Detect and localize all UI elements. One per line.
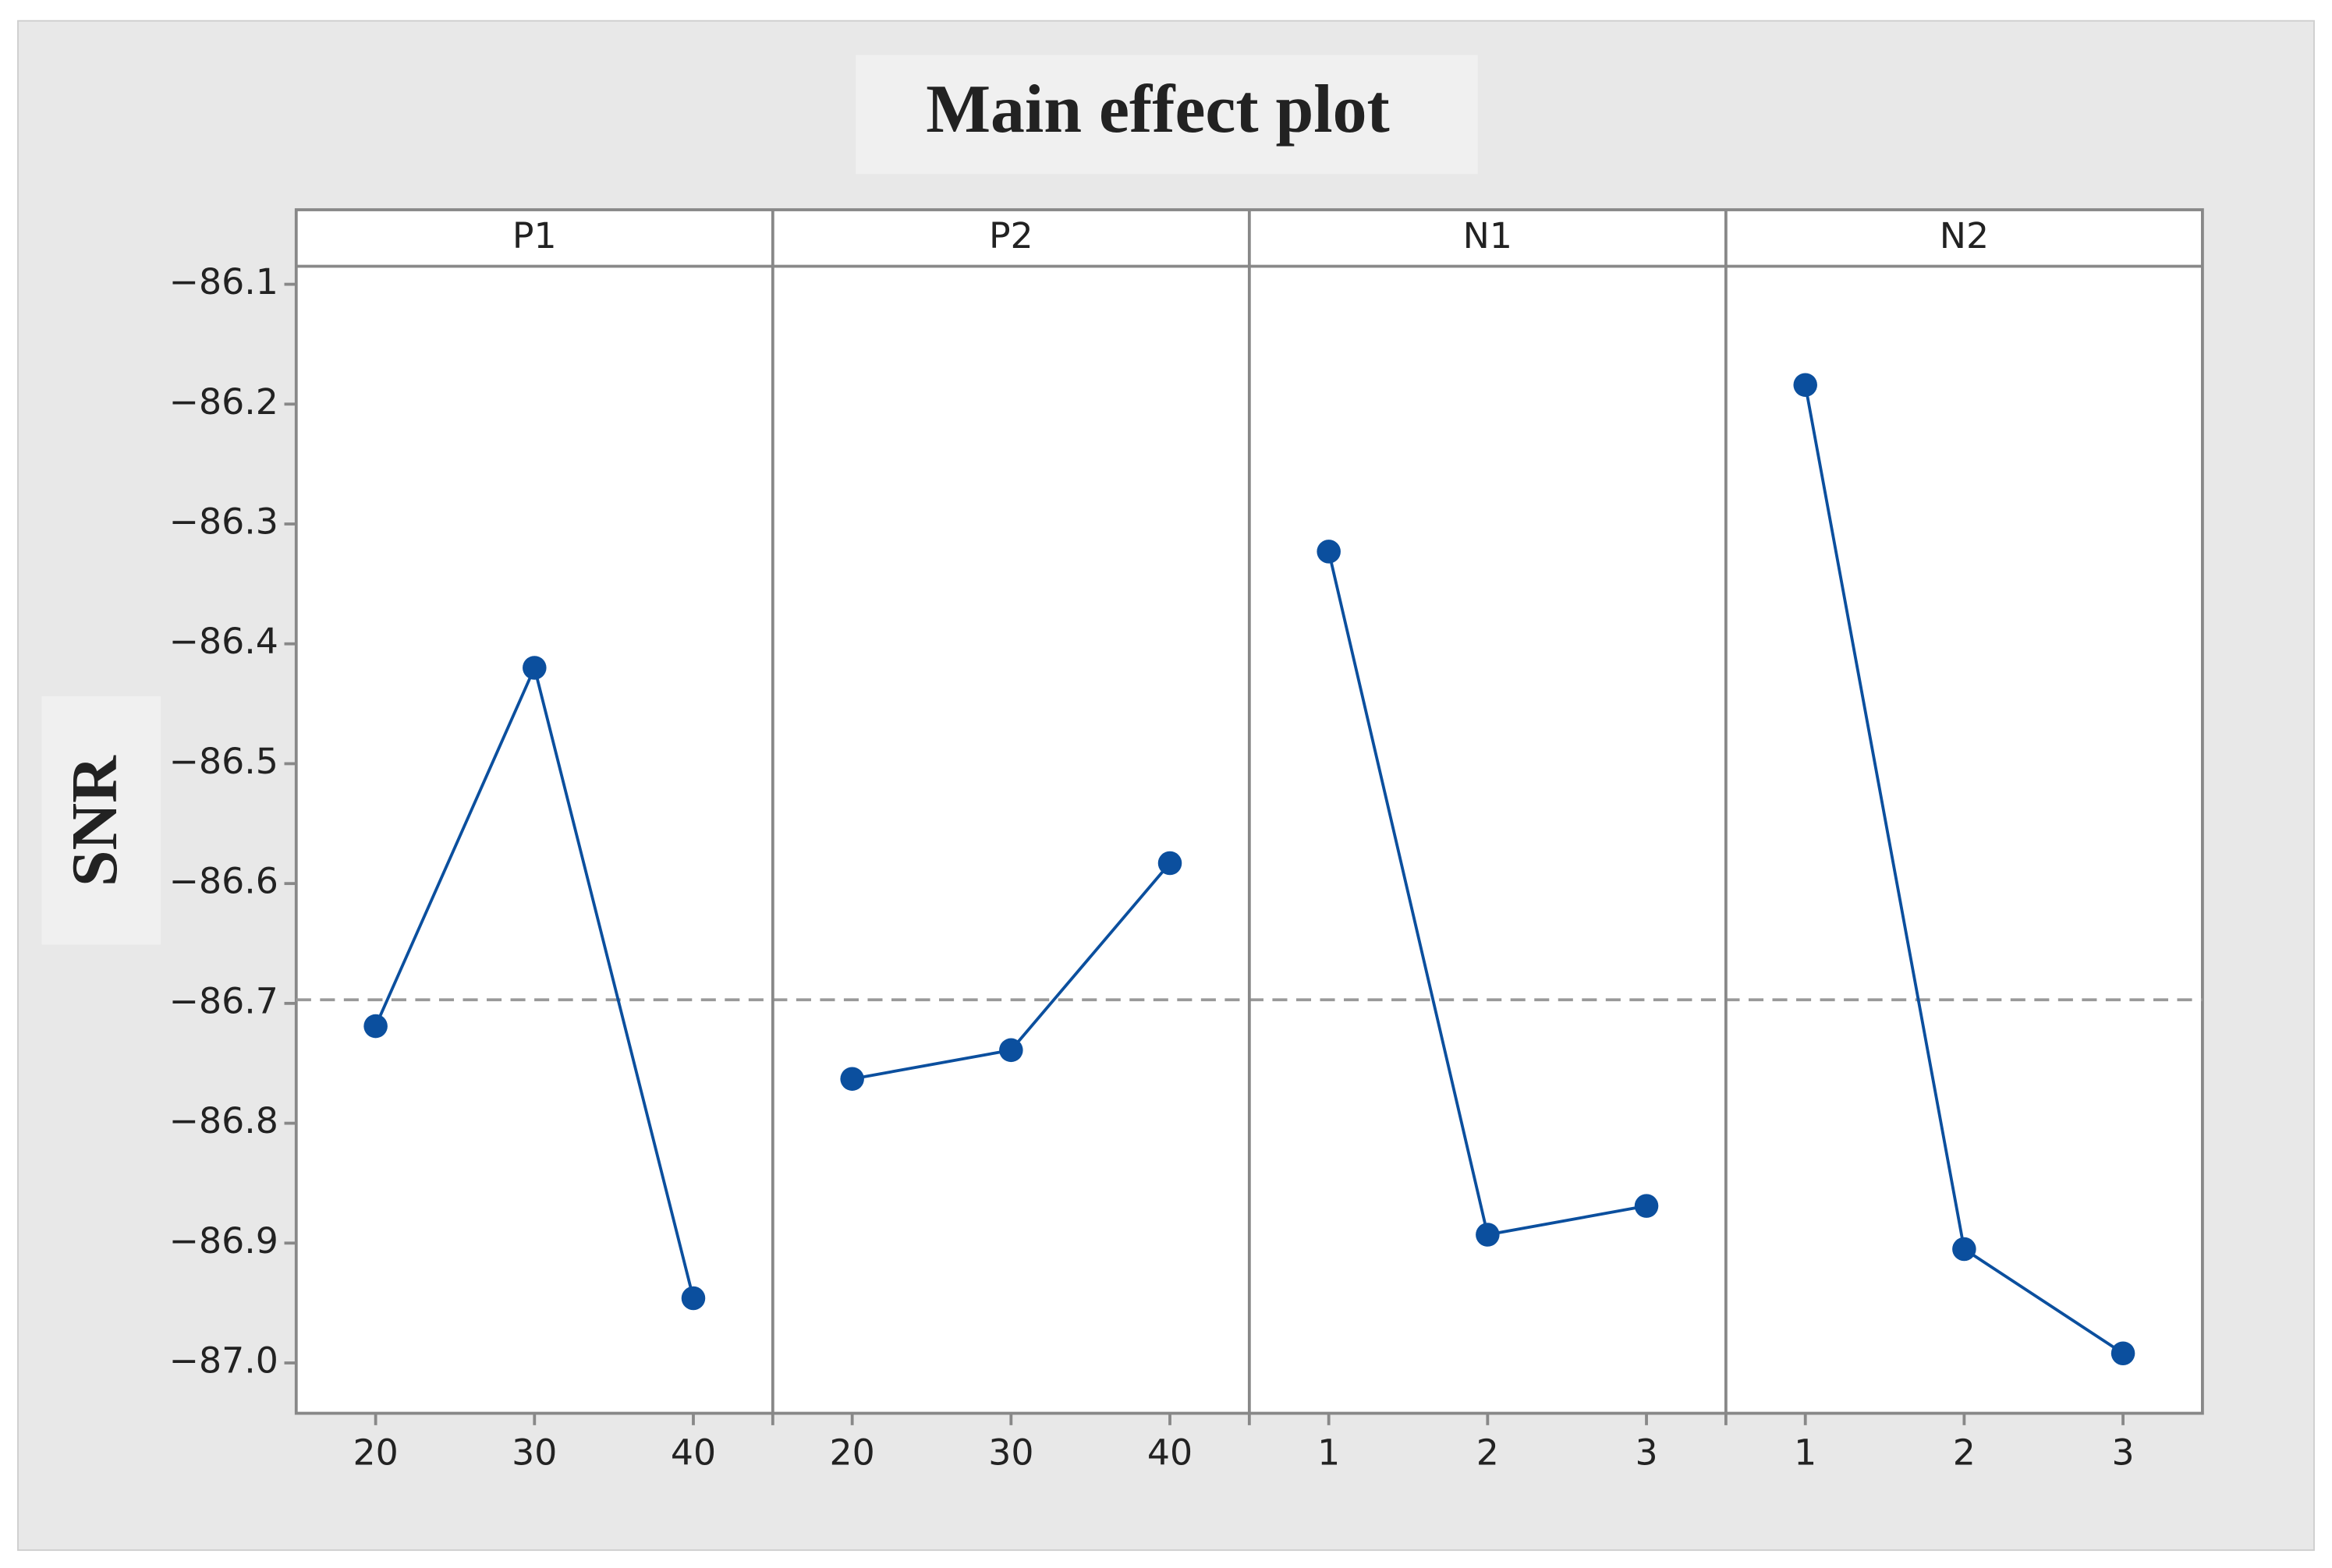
ylabel-box (41, 696, 161, 945)
data-point (1634, 1194, 1659, 1218)
data-point (523, 656, 547, 680)
data-point (1317, 540, 1341, 564)
y-tick-label: −86.6 (169, 860, 278, 902)
data-point (1476, 1223, 1500, 1247)
x-tick-label: 20 (353, 1431, 398, 1473)
x-tick-label: 3 (2111, 1431, 2134, 1473)
panel-title: N1 (1463, 214, 1512, 257)
x-tick-label: 1 (1317, 1431, 1340, 1473)
y-axis-label: SNR (58, 755, 131, 887)
y-tick-label: −86.9 (169, 1219, 278, 1262)
data-point (999, 1038, 1023, 1063)
y-tick-label: −86.2 (169, 380, 278, 423)
y-tick-label: −86.3 (169, 501, 278, 543)
x-tick-label: 30 (512, 1431, 557, 1473)
x-tick-label: 40 (671, 1431, 716, 1473)
data-point (363, 1014, 388, 1039)
data-point (1157, 851, 1182, 876)
data-point (1952, 1237, 1976, 1262)
x-tick-label: 40 (1147, 1431, 1193, 1473)
title-box (856, 55, 1478, 175)
data-point (840, 1067, 864, 1091)
data-point (681, 1286, 706, 1311)
x-tick-label: 3 (1635, 1431, 1657, 1473)
y-tick-label: −86.4 (169, 620, 278, 662)
x-tick-label: 20 (830, 1431, 875, 1473)
x-tick-label: 2 (1476, 1431, 1499, 1473)
x-tick-label: 30 (988, 1431, 1033, 1473)
chart-title: Main effect plot (926, 71, 1390, 147)
data-point (2110, 1341, 2135, 1365)
y-tick-label: −86.5 (169, 740, 278, 782)
x-tick-label: 1 (1794, 1431, 1816, 1473)
data-point (1793, 373, 1817, 397)
y-tick-label: −87.0 (169, 1340, 278, 1382)
y-tick-label: −86.7 (169, 979, 278, 1021)
y-tick-label: −86.8 (169, 1099, 278, 1141)
x-tick-label: 2 (1953, 1431, 1976, 1473)
y-tick-label: −86.1 (169, 260, 278, 303)
panel-title: N2 (1940, 214, 1989, 257)
panel-title: P1 (512, 214, 557, 257)
panel-title: P2 (989, 214, 1033, 257)
